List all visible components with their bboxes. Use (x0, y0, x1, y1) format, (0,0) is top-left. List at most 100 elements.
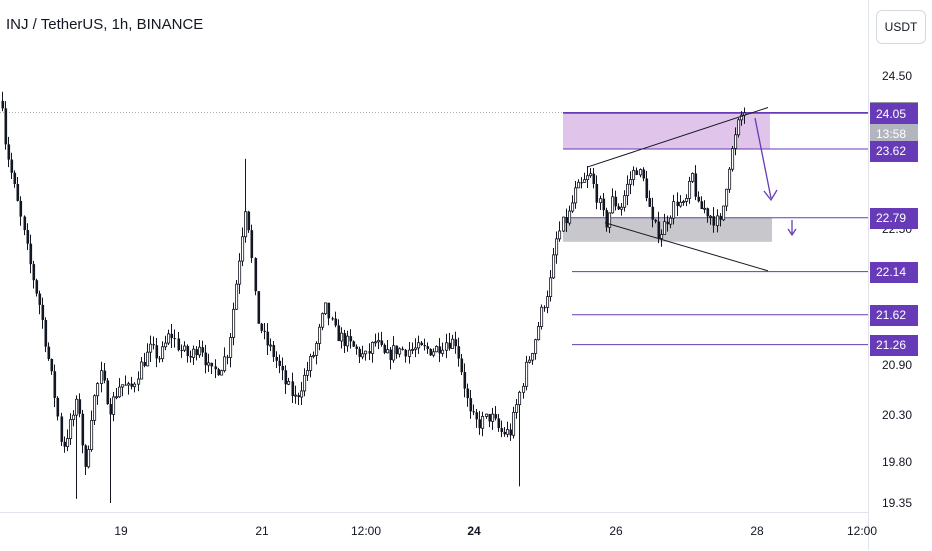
candle-body (423, 345, 427, 347)
currency-button[interactable]: USDT (876, 10, 926, 44)
candle-body (257, 291, 261, 324)
candle-body (549, 277, 553, 297)
candle-body (491, 413, 495, 422)
candle-body (432, 351, 436, 356)
candle-body (177, 338, 181, 351)
candle-body (109, 404, 113, 415)
candle-body (312, 354, 316, 357)
time-axis[interactable]: 19 21 12:00 24 26 28 12:00 (0, 512, 877, 551)
candle-body (84, 445, 88, 467)
candle-body (685, 198, 689, 202)
candle-body (488, 414, 492, 422)
candle-body (349, 336, 353, 342)
candle-body (657, 221, 661, 239)
candle-body (478, 419, 482, 429)
candle-body (500, 428, 504, 432)
candle-body (241, 236, 245, 262)
candle-body (140, 361, 144, 380)
candle-body (195, 349, 199, 355)
candle-body (586, 175, 590, 180)
candle-body (617, 206, 621, 210)
candle-body (146, 351, 150, 367)
candle-body (303, 374, 307, 392)
candle-body (7, 144, 11, 160)
candle-body (223, 356, 227, 372)
candle-body (220, 370, 224, 376)
candle-body (703, 207, 707, 210)
candle-body (321, 313, 325, 328)
level-price-badge: 23.62 (870, 140, 918, 162)
candle-body (56, 397, 60, 417)
candle-body (19, 200, 23, 217)
candle-body (229, 337, 233, 358)
price-tick-label: 20.90 (882, 358, 913, 372)
candle-body (583, 179, 587, 183)
candle-body (337, 325, 341, 342)
wedge-lower-line (604, 222, 769, 272)
price-tick-label: 24.50 (882, 69, 913, 83)
candle-body (124, 384, 128, 386)
candle-body (722, 205, 726, 221)
candle-body (725, 188, 729, 207)
candle-body (731, 148, 735, 170)
candlestick-chart[interactable] (0, 0, 868, 512)
level-price-badge: 21.62 (870, 304, 918, 326)
candle-body (207, 362, 211, 366)
candle-body (247, 211, 251, 231)
candle-body (466, 388, 470, 399)
candle-body (654, 219, 658, 222)
candle-body (408, 349, 412, 357)
projection-arrow-head (763, 189, 778, 202)
candle-body (29, 243, 33, 265)
candle-body (16, 183, 20, 201)
candle-body (93, 395, 97, 421)
candle-body (485, 413, 489, 417)
candle-body (364, 350, 368, 355)
candle-body (380, 340, 384, 345)
candle-body (269, 344, 273, 347)
chart-plot-area[interactable] (0, 0, 868, 512)
candle-body (50, 358, 54, 372)
candle-body (214, 366, 218, 370)
candle-body (666, 221, 670, 225)
candle-body (155, 345, 159, 359)
candle-body (534, 339, 538, 354)
candle-body (697, 196, 701, 202)
candle-body (130, 383, 134, 387)
candle-body (623, 195, 627, 208)
price-tick-label: 19.35 (882, 496, 913, 510)
candle-body (460, 358, 464, 373)
candle-body (297, 395, 301, 398)
candle-body (315, 343, 319, 356)
candle-body (75, 398, 79, 416)
candle-body (186, 346, 190, 357)
candle-body (278, 360, 282, 366)
candle-body (546, 296, 550, 308)
candle-body (608, 212, 612, 228)
candle-body (602, 198, 606, 211)
candle-body (158, 358, 162, 360)
candle-body (275, 356, 279, 361)
candle-body (235, 283, 239, 310)
candle-body (605, 210, 609, 228)
candle-body (497, 418, 501, 429)
candle-body (284, 370, 288, 385)
level-price-badge: 22.14 (870, 261, 918, 283)
candle-body (60, 416, 64, 442)
down-arrow-head (787, 228, 797, 237)
candle-body (173, 338, 177, 340)
candle-body (127, 383, 131, 386)
candle-body (475, 412, 479, 420)
candle-body (398, 348, 402, 355)
candle-body (404, 349, 408, 357)
candle-body (642, 169, 646, 179)
level-price-badge: 21.26 (870, 334, 918, 356)
candle-body (709, 215, 713, 218)
candle-body (106, 380, 110, 405)
candle-body (112, 396, 116, 415)
candle-body (694, 173, 698, 197)
candle-body (734, 134, 738, 149)
candle-body (392, 345, 396, 361)
candle-body (463, 372, 467, 389)
candle-body (691, 173, 695, 182)
